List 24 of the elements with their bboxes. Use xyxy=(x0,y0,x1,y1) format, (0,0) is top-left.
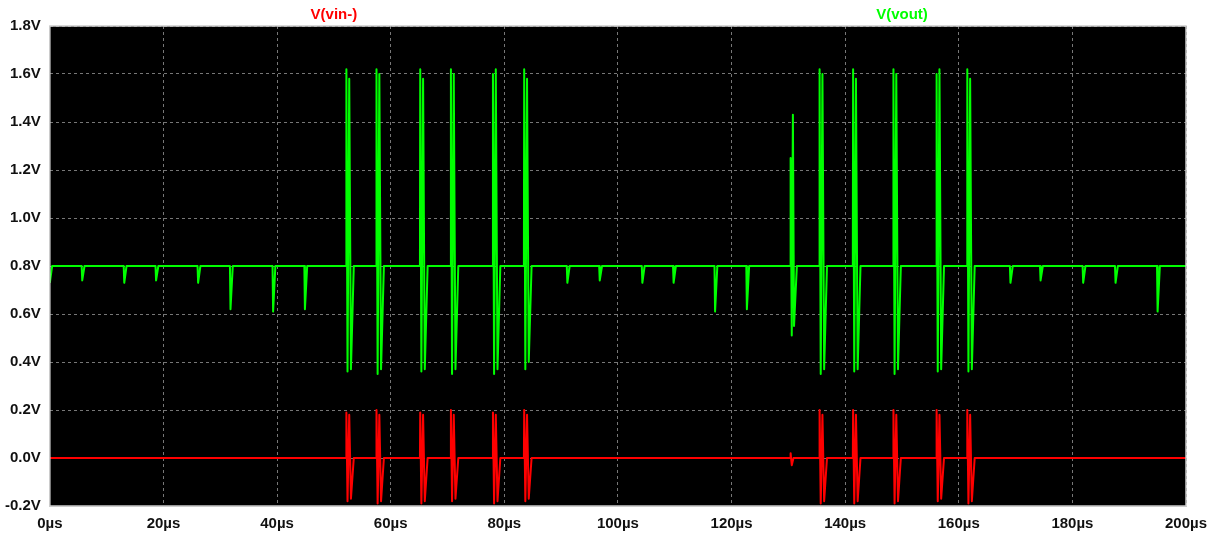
x-tick-label: 40µs xyxy=(260,514,294,532)
x-tick-label: 120µs xyxy=(710,514,753,532)
y-tick-label: 1.8V xyxy=(9,16,41,34)
y-tick-label: 0.8V xyxy=(9,256,41,274)
y-tick-label: 1.6V xyxy=(9,64,41,82)
x-tick-label: 180µs xyxy=(1051,514,1094,532)
x-tick-label: 20µs xyxy=(146,514,181,532)
x-tick-label: 140µs xyxy=(824,514,867,532)
x-tick-label: 0µs xyxy=(37,514,63,532)
y-tick-label: -0.2V xyxy=(4,496,41,514)
y-tick-label: 0.6V xyxy=(9,304,41,322)
text: V(vin-) xyxy=(310,4,358,22)
x-tick-label: 80µs xyxy=(487,514,522,532)
x-tick-label: 200µs xyxy=(1164,514,1208,532)
y-tick-label: 1.0V xyxy=(9,208,41,226)
x-tick-label: 100µs xyxy=(596,514,639,532)
y-tick-label: 0.0V xyxy=(9,448,41,466)
y-tick-label: 1.2V xyxy=(9,160,41,178)
x-tick-label: 60µs xyxy=(373,514,408,532)
y-tick-label: 0.4V xyxy=(9,352,41,370)
x-tick-label: 160µs xyxy=(937,514,980,532)
text: V(vout) xyxy=(876,4,928,22)
y-tick-label: 1.4V xyxy=(9,112,41,130)
y-tick-label: 0.2V xyxy=(9,400,41,418)
